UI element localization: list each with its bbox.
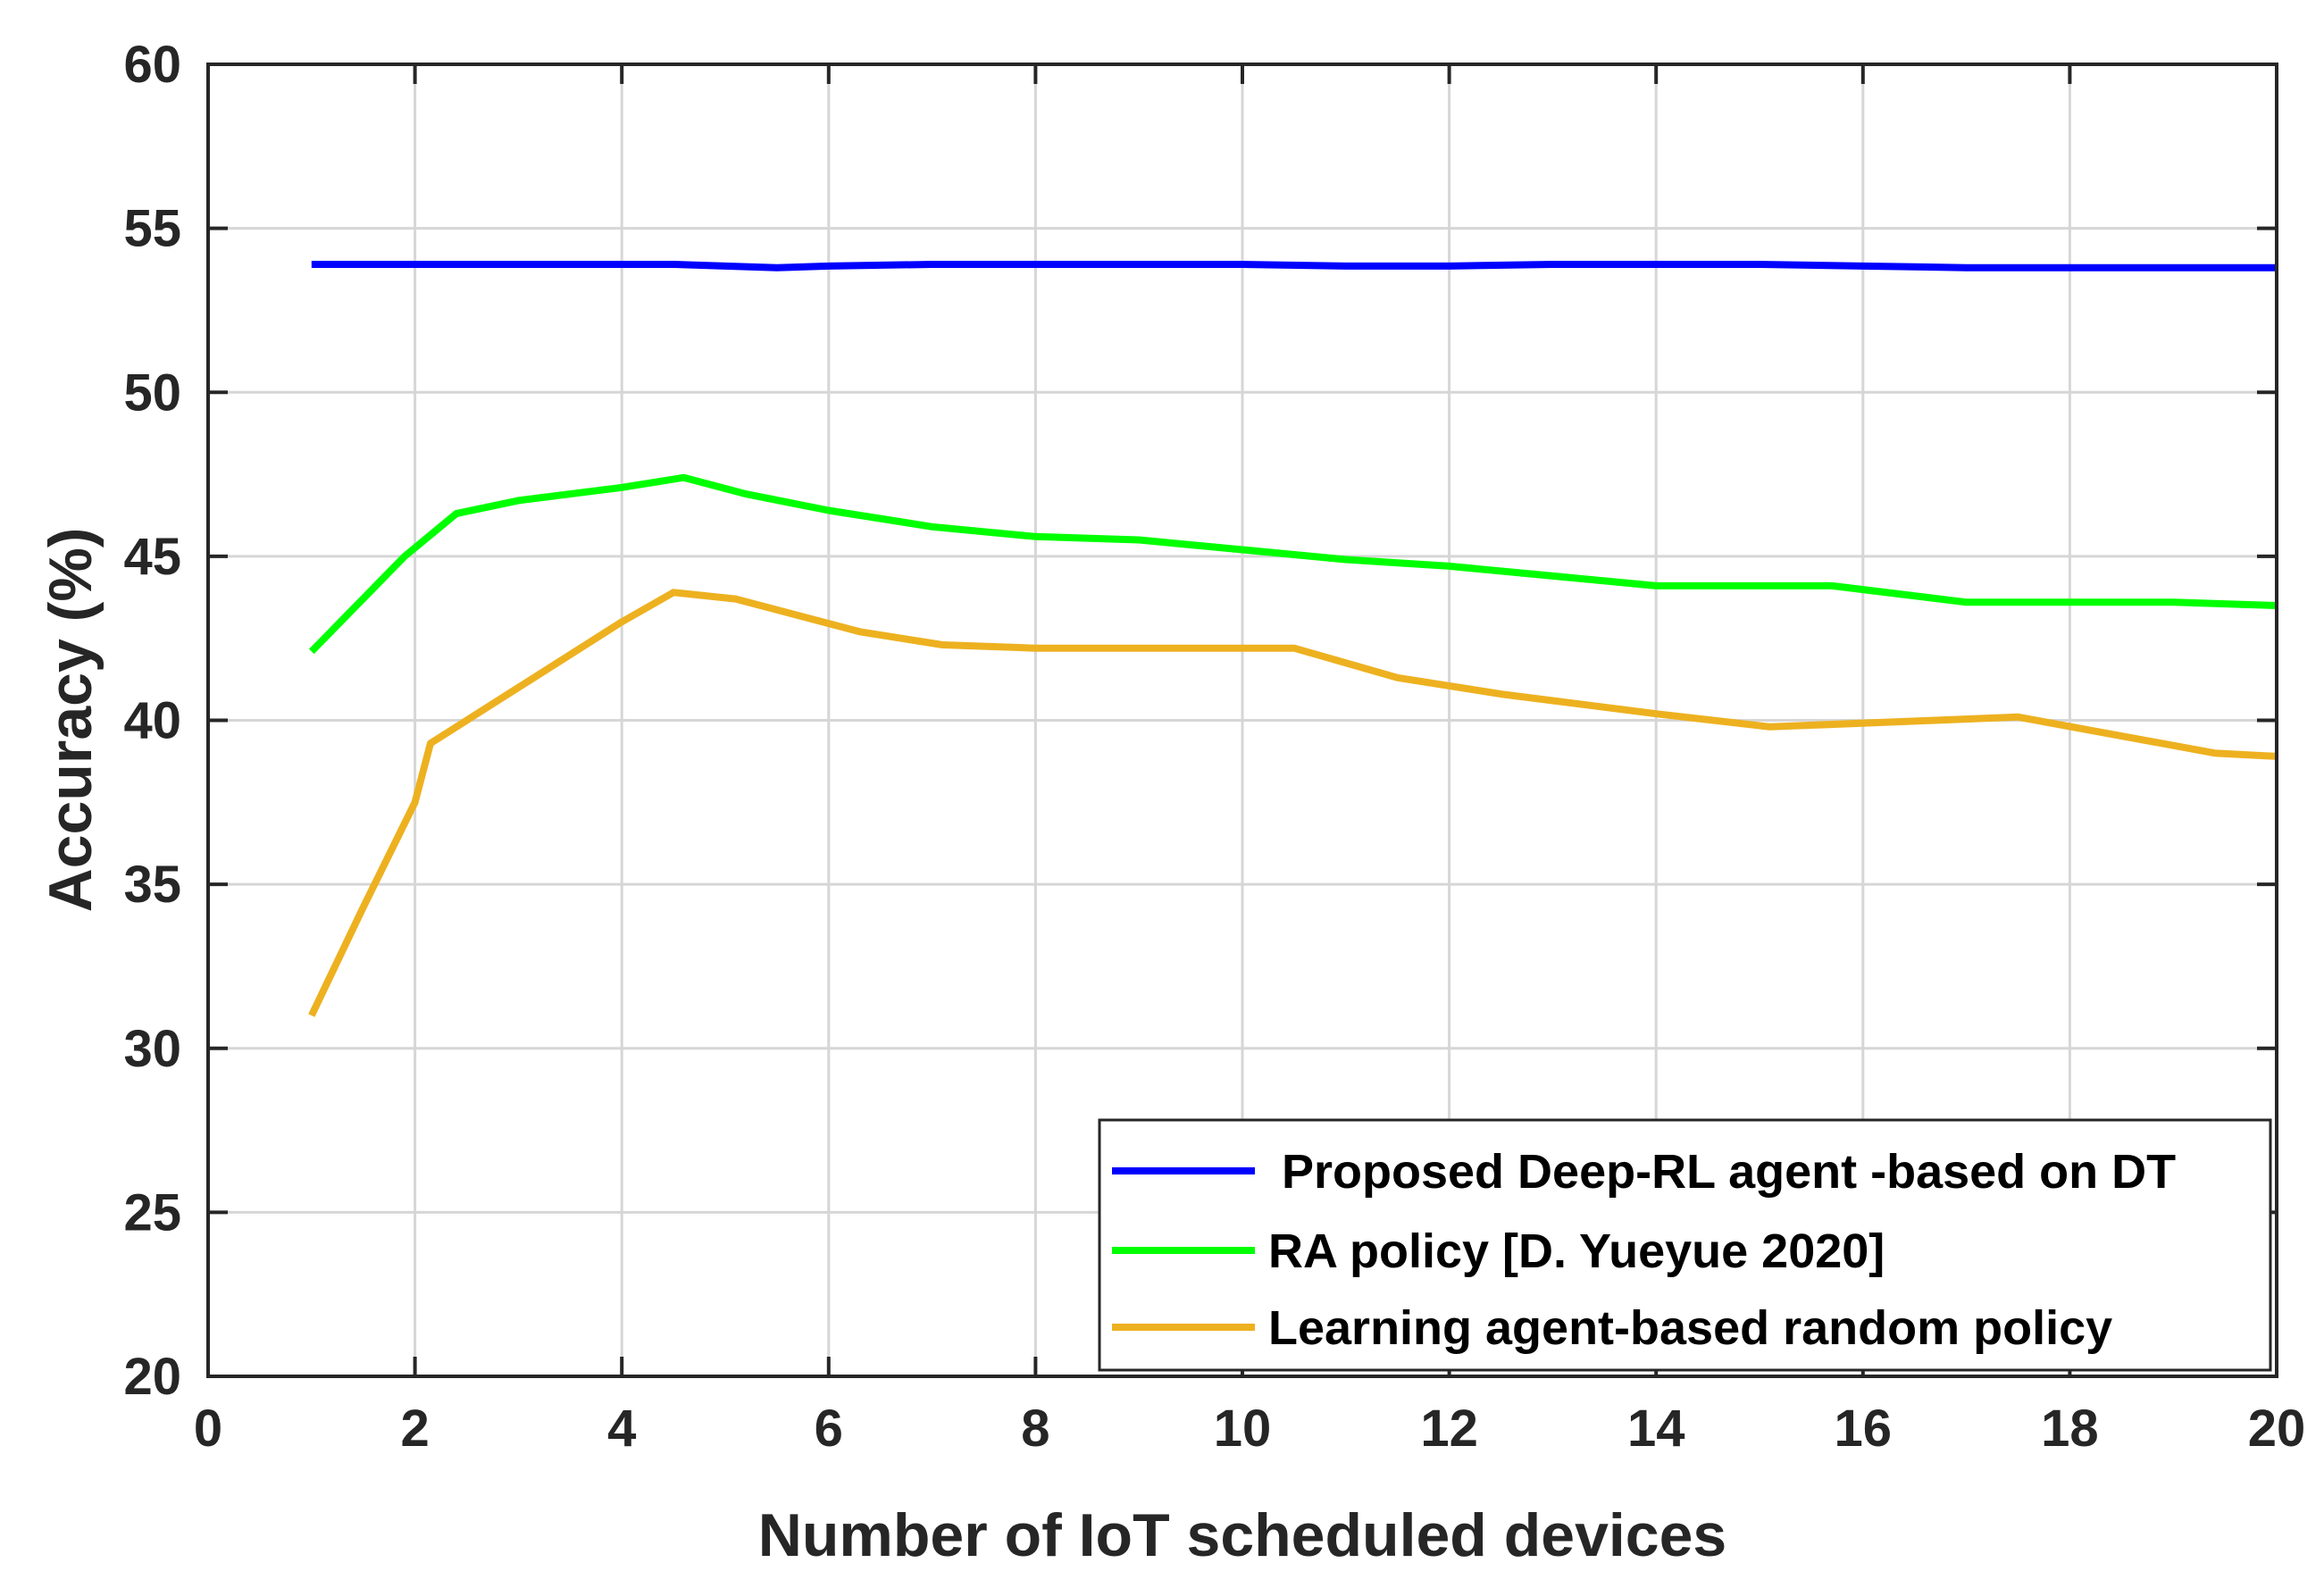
y-tick-label: 55 [123,200,181,258]
legend-entries: Proposed Deep-RL agent -based on DT RA po… [1112,1145,2176,1355]
y-tick-label: 35 [123,856,181,914]
x-tick-label: 10 [1214,1400,1272,1458]
legend-entry-1[interactable]: Proposed Deep-RL agent -based on DT [1112,1145,2176,1199]
legend-entry-2[interactable]: RA policy [D. Yueyue 2020] [1112,1224,1885,1278]
y-tick-label: 20 [123,1348,181,1406]
x-tick-label: 14 [1627,1400,1685,1458]
x-tick-label: 4 [607,1400,636,1458]
y-tick-label: 45 [123,528,181,586]
series-line-2 [308,473,2278,655]
series-line-3 [308,589,2278,1017]
x-tick-label: 0 [194,1400,222,1458]
x-tick-label: 16 [1835,1400,1893,1458]
y-tick-label: 60 [123,36,181,94]
legend-entry-3[interactable]: Learning agent-based random policy [1112,1301,2112,1355]
y-axis-title: Accuracy (%) [37,528,104,913]
x-tick-label: 20 [2248,1400,2306,1458]
tick-label-layer: 0 2 4 6 8 10 12 14 16 18 20 20 25 30 35 40 45 50 55 60 [123,36,2305,1458]
x-tick-label: 18 [2041,1400,2099,1458]
y-tick-label: 50 [123,364,181,422]
legend-label: Learning agent-based random policy [1268,1301,2112,1355]
legend-label: Proposed Deep-RL agent -based on DT [1268,1145,2176,1199]
legend-label: RA policy [D. Yueyue 2020] [1268,1224,1885,1278]
x-tick-label: 2 [400,1400,429,1458]
series-line-1 [311,261,2277,272]
x-axis-title: Number of IoT scheduled devices [758,1501,1726,1569]
x-tick-label: 8 [1021,1400,1049,1458]
legend-box [1098,1118,2272,1372]
x-tick-label: 12 [1420,1400,1478,1458]
y-tick-label: 30 [123,1020,181,1078]
legend[interactable]: Proposed Deep-RL agent -based on DT RA po… [1098,1118,2272,1372]
series-layer [308,261,2278,1017]
x-tick-label: 6 [815,1400,843,1458]
y-tick-label: 40 [123,692,181,750]
plot-area-frame [206,63,2278,1378]
y-tick-label: 25 [123,1183,181,1241]
